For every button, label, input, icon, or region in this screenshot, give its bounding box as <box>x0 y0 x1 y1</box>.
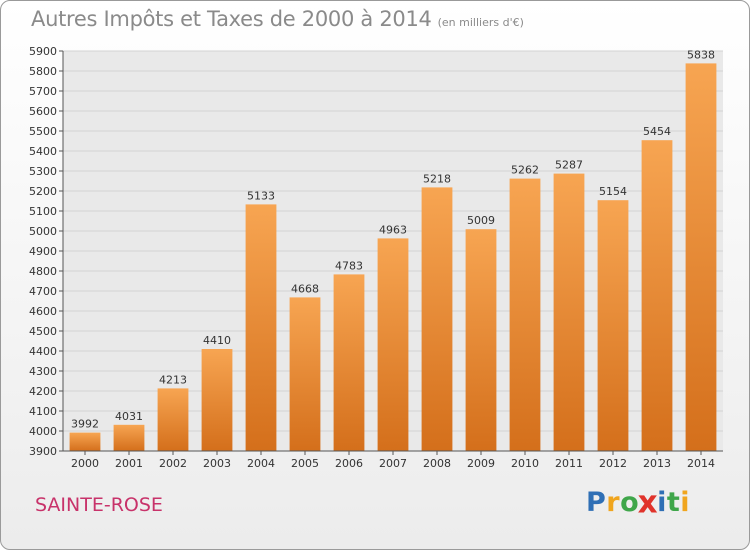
logo-letter: x <box>637 484 659 521</box>
x-tick-label: 2001 <box>115 457 143 470</box>
x-tick-label: 2009 <box>467 457 495 470</box>
logo-letter: t <box>666 487 681 518</box>
value-label: 5838 <box>687 48 715 61</box>
value-label: 5133 <box>247 189 275 202</box>
value-label: 5154 <box>599 185 627 198</box>
commune-name: SAINTE-ROSE <box>35 494 163 516</box>
bar-2010 <box>509 178 541 451</box>
bar-2000 <box>69 432 101 451</box>
y-tick-label: 5000 <box>29 225 57 238</box>
x-tick-label: 2000 <box>71 457 99 470</box>
value-label: 4213 <box>159 373 187 386</box>
y-tick-label: 5900 <box>29 45 57 58</box>
y-axis: 3900 4000 4100 4200 4300 4400 4500 4600 4700 4800… <box>29 45 64 458</box>
chart-title: Autres Impôts et Taxes de 2000 à 2014 (en… <box>31 7 524 31</box>
y-tick-label: 5400 <box>29 145 57 158</box>
bar-2014 <box>685 63 717 452</box>
value-label: 4410 <box>203 334 231 347</box>
y-tick-label: 4900 <box>29 245 57 258</box>
value-label: 5262 <box>511 164 539 177</box>
value-label: 5287 <box>555 159 583 172</box>
bar-2002 <box>157 388 189 451</box>
x-tick-label: 2007 <box>379 457 407 470</box>
x-tick-label: 2006 <box>335 457 363 470</box>
bar-2013 <box>641 140 673 451</box>
bar-2012 <box>597 200 629 451</box>
x-axis: 2000 2001 2002 2003 2004 2005 2006 2007 2008 2009… <box>63 450 723 470</box>
proxiti-logo: Proxiti <box>586 484 691 521</box>
bar-2001 <box>113 424 145 451</box>
y-tick-label: 4400 <box>29 345 57 358</box>
x-tick-label: 2010 <box>511 457 539 470</box>
bar-2005 <box>289 297 321 451</box>
value-label: 3992 <box>71 418 99 431</box>
y-tick-label: 4500 <box>29 325 57 338</box>
value-label: 4963 <box>379 223 407 236</box>
chart-subtitle: (en milliers d'€) <box>437 16 524 29</box>
y-tick-label: 4700 <box>29 285 57 298</box>
x-tick-label: 2008 <box>423 457 451 470</box>
logo-letter: i <box>657 487 667 518</box>
logo-letter: r <box>606 487 621 518</box>
y-tick-label: 5800 <box>29 65 57 78</box>
y-tick-label: 4300 <box>29 365 57 378</box>
value-label: 5454 <box>643 125 671 138</box>
logo-letter: P <box>586 487 607 518</box>
bar-2004 <box>245 204 277 451</box>
bar-2011 <box>553 173 585 451</box>
x-tick-label: 2005 <box>291 457 319 470</box>
bar-2008 <box>421 187 453 451</box>
value-label: 4668 <box>291 282 319 295</box>
y-tick-label: 5300 <box>29 165 57 178</box>
y-tick-label: 4100 <box>29 405 57 418</box>
x-tick-label: 2011 <box>555 457 583 470</box>
x-tick-label: 2013 <box>643 457 671 470</box>
y-tick-label: 4200 <box>29 385 57 398</box>
y-tick-label: 4600 <box>29 305 57 318</box>
x-tick-label: 2014 <box>687 457 715 470</box>
bar-2009 <box>465 229 497 451</box>
bar-2007 <box>377 238 409 451</box>
bars-group: 3992 4031 4213 4410 5133 4668 4783 4963 5218 5009… <box>69 48 717 452</box>
y-tick-label: 5200 <box>29 185 57 198</box>
bar-2006 <box>333 274 365 451</box>
logo-letter: i <box>680 487 691 518</box>
y-tick-label: 4800 <box>29 265 57 278</box>
y-tick-label: 3900 <box>29 445 57 458</box>
value-label: 5218 <box>423 172 451 185</box>
x-tick-label: 2012 <box>599 457 627 470</box>
value-label: 4783 <box>335 259 363 272</box>
y-tick-label: 5600 <box>29 105 57 118</box>
value-label: 4031 <box>115 410 143 423</box>
value-label: 5009 <box>467 214 495 227</box>
y-tick-label: 5500 <box>29 125 57 138</box>
bar-2003 <box>201 349 233 451</box>
logo-letter: o <box>620 487 640 518</box>
y-tick-label: 5100 <box>29 205 57 218</box>
x-tick-label: 2004 <box>247 457 275 470</box>
x-tick-label: 2002 <box>159 457 187 470</box>
y-tick-label: 4000 <box>29 425 57 438</box>
x-tick-label: 2003 <box>203 457 231 470</box>
y-tick-label: 5700 <box>29 85 57 98</box>
